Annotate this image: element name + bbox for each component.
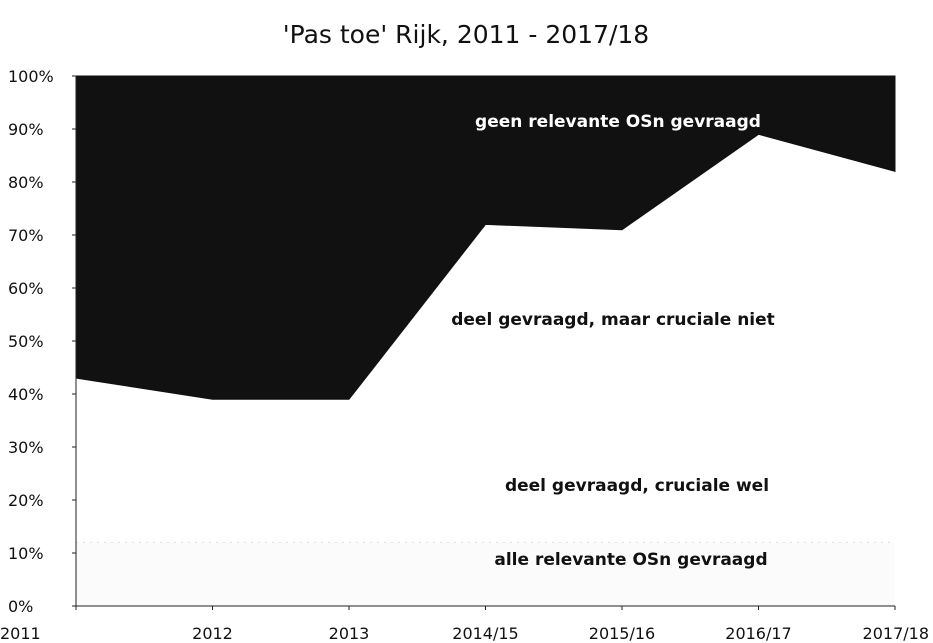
y-tick-label: 100% — [8, 67, 54, 86]
area-alle-relevante-osn-gevraagd — [76, 542, 895, 606]
area-label: alle relevante OSn gevraagd — [494, 550, 767, 570]
y-tick-label: 10% — [8, 544, 44, 563]
area-label: geen relevante OSn gevraagd — [475, 112, 761, 132]
plot-area: 0%10%20%30%40%50%60%70%80%90%100% 2011 20… — [0, 67, 929, 643]
x-tick-label: 2015/16 — [589, 624, 655, 643]
area-label: deel gevraagd, cruciale wel — [505, 476, 769, 496]
y-tick-label: 90% — [8, 120, 44, 139]
x-tick-label: 2012 — [192, 624, 233, 643]
x-tick-label: 2014/15 — [452, 624, 518, 643]
y-tick-label: 20% — [8, 491, 44, 510]
y-tick-label: 70% — [8, 226, 44, 245]
chart-title: 'Pas toe' Rijk, 2011 - 2017/18 — [283, 20, 649, 49]
y-tick-label: 40% — [8, 385, 44, 404]
x-tick-label: 2013 — [329, 624, 370, 643]
y-tick-label: 80% — [8, 173, 44, 192]
y-tick-label: 0% — [8, 597, 33, 616]
y-tick-label: 50% — [8, 332, 44, 351]
x-axis: 2011 2012 2013 2014/15 2015/16 2016/17 2017/18 — [0, 606, 929, 643]
x-tick-label: 2011 — [0, 624, 41, 643]
x-tick-label: 2017/18 — [863, 624, 929, 643]
area-label: deel gevraagd, maar cruciale niet — [451, 310, 775, 330]
y-tick-label: 60% — [8, 279, 44, 298]
stacked-areas — [76, 76, 895, 606]
y-axis: 0% 10% 20% 30% 40% 50% 60% 70% 80% 90% 100% — [8, 67, 76, 616]
y-tick-label: 30% — [8, 438, 44, 457]
x-tick-label: 2016/17 — [725, 624, 791, 643]
